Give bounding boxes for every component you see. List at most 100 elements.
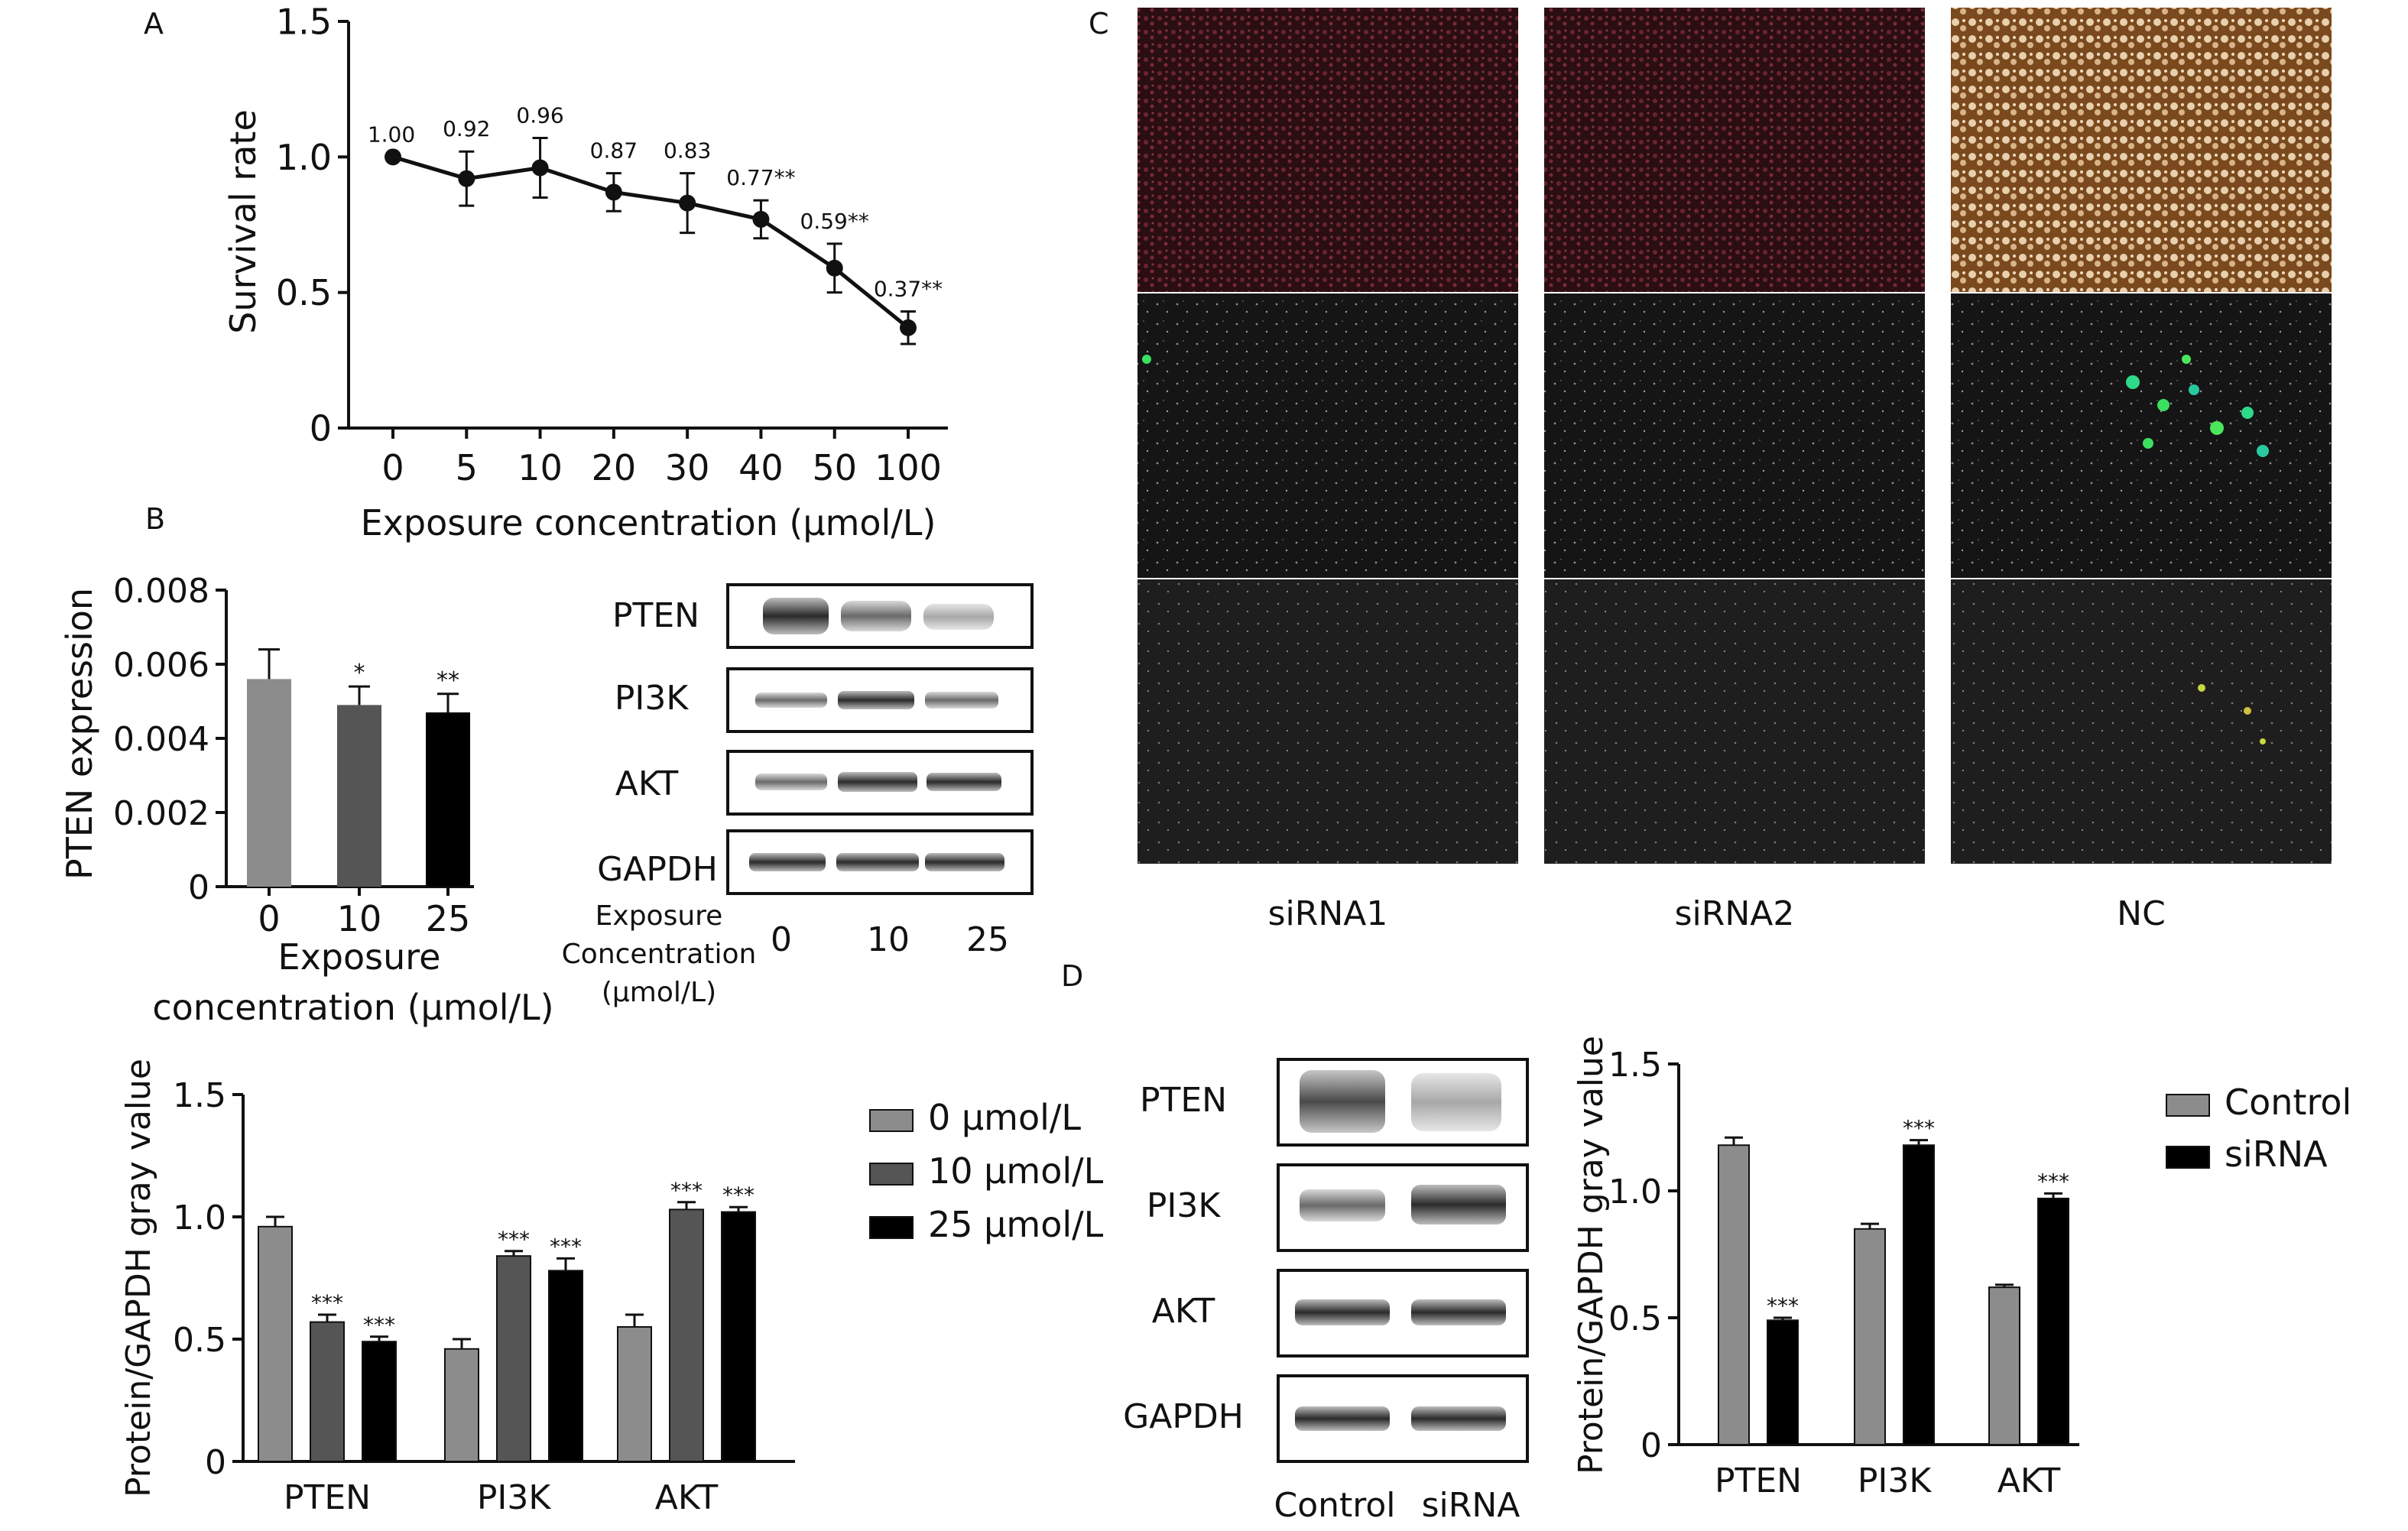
x-tick-label: 0 — [381, 447, 404, 488]
blot-b-row-label: PI3K — [615, 679, 690, 718]
blot-band — [925, 853, 1004, 871]
y-tick-label: 0 — [310, 408, 332, 449]
data-point — [752, 210, 770, 228]
y-tick-label: 1.0 — [1608, 1173, 1662, 1212]
bar — [337, 705, 381, 887]
y-tick-label: 1.0 — [173, 1199, 226, 1237]
blot-d-lane-label: siRNA — [1422, 1486, 1520, 1525]
bar — [362, 1341, 397, 1462]
x-axis-label-line2: concentration (µmol/L) — [152, 987, 553, 1028]
blot-band — [836, 853, 919, 871]
blot-band — [1411, 1406, 1506, 1431]
bar — [617, 1326, 652, 1462]
blot-band — [1411, 1185, 1506, 1224]
legend-swatch — [869, 1216, 914, 1239]
data-point — [826, 259, 843, 277]
y-tick-label: 0.5 — [173, 1321, 226, 1360]
panel-letter-b: B — [145, 502, 165, 536]
y-axis-label: Survival rate — [222, 109, 264, 334]
legend-swatch — [869, 1109, 914, 1132]
blot-band — [925, 692, 998, 709]
blot-b-row-label: GAPDH — [597, 850, 718, 889]
legend-swatch — [2166, 1094, 2210, 1117]
y-tick-label: 0.006 — [113, 646, 209, 685]
x-axis-label-line1: Exposure — [278, 936, 441, 978]
micrograph-nc-brightfield — [1951, 8, 2332, 292]
bar — [496, 1255, 531, 1462]
bar — [548, 1270, 583, 1463]
blot-band — [755, 774, 827, 790]
western-blot-b: PTEN PI3K AKT GAPDH Exposure Concentrati… — [562, 583, 1034, 1008]
x-tick-label: 20 — [592, 447, 637, 488]
blot-band — [838, 772, 917, 792]
cell-image-grid: siRNA1 siRNA2 NC — [1137, 8, 2332, 933]
data-label: 0.87 — [590, 138, 638, 164]
panel-letter-d: D — [1061, 959, 1083, 993]
legend-label: 0 µmol/L — [928, 1097, 1081, 1138]
micrograph-nc-merge — [1951, 579, 2332, 864]
significance-label: *** — [550, 1234, 582, 1259]
bar — [2037, 1197, 2069, 1445]
x-tick-label: PTEN — [284, 1478, 371, 1517]
blot-b-axis-title-line3: (µmol/L) — [602, 977, 716, 1008]
legend-label: siRNA — [2225, 1134, 2328, 1175]
bar — [444, 1348, 479, 1463]
legend-swatch — [869, 1163, 914, 1186]
blot-b-lane-label: 10 — [867, 920, 910, 959]
micrograph-sirna2-brightfield — [1544, 8, 1925, 292]
y-tick-label: 1.5 — [173, 1076, 226, 1115]
significance-label: *** — [311, 1290, 343, 1315]
blot-b-row-label: PTEN — [612, 596, 699, 635]
micrograph-sirna1-fluorescence — [1137, 294, 1518, 578]
blot-b-lane-label: 0 — [771, 920, 792, 959]
blot-d-row-label: GAPDH — [1123, 1397, 1244, 1436]
bar — [426, 712, 470, 887]
micrograph-sirna2-merge — [1544, 579, 1925, 864]
bar — [1903, 1144, 1935, 1445]
data-label: 0.92 — [443, 116, 490, 141]
significance-label: * — [354, 660, 365, 686]
bar — [1767, 1319, 1799, 1445]
data-point — [531, 159, 549, 177]
blot-band — [1300, 1189, 1385, 1221]
blot-band — [1411, 1073, 1501, 1131]
blot-band — [755, 693, 827, 708]
blot-band — [763, 598, 829, 634]
bar — [310, 1321, 345, 1462]
data-point — [385, 148, 401, 166]
blot-d-row-label: PI3K — [1147, 1186, 1222, 1225]
bar — [1854, 1228, 1886, 1446]
x-tick-label: 50 — [812, 447, 857, 488]
data-label: 0.77** — [726, 165, 795, 190]
blot-band — [1295, 1406, 1390, 1431]
bar — [721, 1211, 756, 1462]
x-tick-label: 100 — [875, 447, 942, 488]
x-tick-label: 10 — [518, 447, 563, 488]
x-tick-label: AKT — [655, 1478, 719, 1517]
micrograph-nc-fluorescence — [1951, 294, 2332, 578]
blot-band — [749, 853, 826, 871]
legend-label: 10 µmol/L — [928, 1150, 1104, 1192]
blot-band — [838, 691, 914, 709]
blot-b-row-label: AKT — [615, 764, 679, 803]
data-point — [679, 194, 696, 212]
blot-d-row-label: AKT — [1152, 1292, 1215, 1331]
y-axis-label: Protein/GAPDH gray value — [119, 1059, 158, 1497]
significance-label: *** — [670, 1178, 703, 1203]
x-tick-label: PI3K — [477, 1478, 552, 1517]
y-tick-label: 0 — [205, 1443, 226, 1482]
protein-gray-value-bar-chart-d: 0 0.5 1.0 1.5 *** PTEN *** PI3K *** AKT Protein/… — [1572, 1036, 2351, 1500]
bar — [1988, 1286, 2020, 1446]
y-tick-label: 0.002 — [113, 794, 209, 833]
blot-b-axis-title-line1: Exposure — [596, 900, 723, 932]
significance-label: *** — [722, 1182, 755, 1208]
survival-series-line — [392, 154, 910, 329]
y-tick-label: 0.5 — [276, 272, 332, 313]
yellow-fluorescent-cells — [2198, 684, 2266, 744]
legend-label: 25 µmol/L — [928, 1204, 1104, 1245]
blot-b-lane-label: 25 — [966, 920, 1009, 959]
blot-band — [927, 773, 1001, 791]
blot-band — [923, 604, 994, 630]
blot-band — [841, 601, 911, 631]
